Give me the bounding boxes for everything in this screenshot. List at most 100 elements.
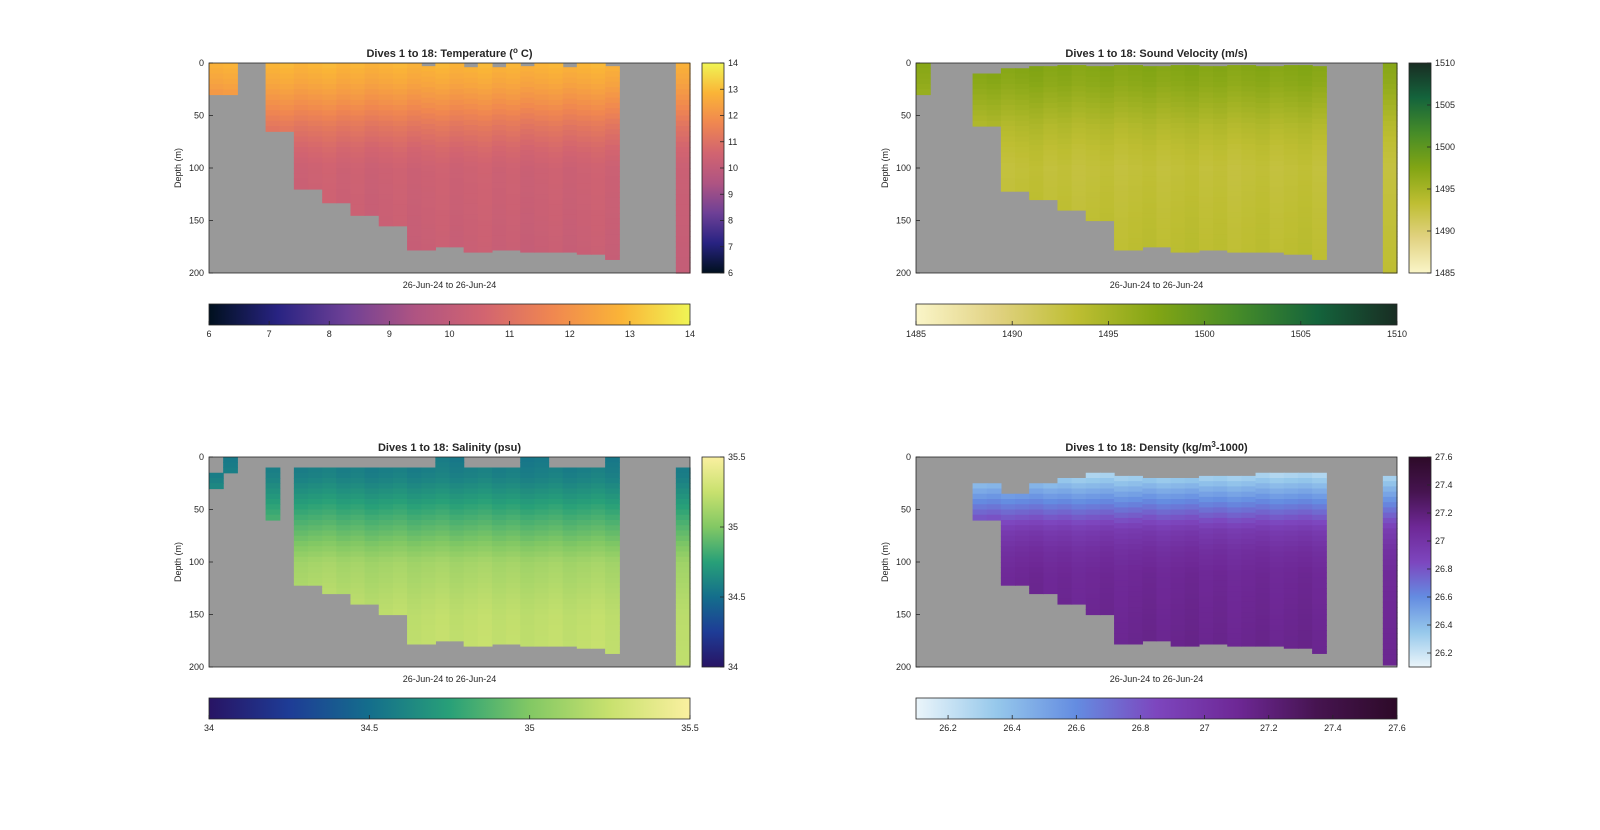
heatmap-cell: [449, 204, 465, 211]
heatmap-cell: [1255, 577, 1271, 584]
heatmap-cell: [421, 134, 436, 141]
heatmap-cell: [675, 630, 691, 637]
heatmap-cell: [1000, 572, 1016, 579]
heatmap-cell: [1184, 588, 1200, 595]
heatmap-cell: [1085, 165, 1101, 172]
heatmap-cell: [265, 120, 281, 127]
heatmap-cell: [1241, 96, 1257, 103]
heatmap-cell: [590, 199, 606, 206]
heatmap-cell: [350, 84, 366, 90]
heatmap-cell: [1085, 541, 1101, 547]
heatmap-cell: [1043, 66, 1059, 72]
heatmap-cell: [534, 588, 550, 595]
heatmap-cell: [1156, 66, 1172, 72]
heatmap-cell: [1241, 212, 1257, 218]
heatmap-cell: [1283, 122, 1299, 129]
heatmap-cell: [463, 88, 479, 95]
heatmap-cell: [1184, 577, 1200, 584]
heatmap-cell: [265, 126, 281, 132]
heatmap-cell: [336, 183, 352, 190]
heatmap-cell: [364, 131, 380, 138]
heatmap-cell: [576, 225, 592, 232]
heatmap-cell: [1184, 520, 1200, 526]
heatmap-cell: [293, 99, 309, 106]
heatmap-cell: [209, 472, 224, 479]
heatmap-cell: [322, 562, 337, 568]
heatmap-cell: [209, 73, 224, 80]
heatmap-cell: [1269, 609, 1285, 616]
heatmap-cell: [1241, 565, 1257, 571]
heatmap-cell: [1000, 162, 1016, 169]
heatmap-cell: [1297, 493, 1313, 500]
heatmap-cell: [1184, 154, 1200, 161]
heatmap-cell: [1283, 646, 1299, 649]
heatmap-cell: [534, 246, 550, 253]
heatmap-cell: [435, 551, 451, 558]
heatmap-cell: [364, 73, 380, 80]
heatmap-cell: [421, 572, 436, 579]
heatmap-cell: [449, 63, 465, 69]
heatmap-cell: [1043, 535, 1059, 542]
heatmap-cell: [392, 105, 408, 111]
heatmap-cell: [407, 99, 422, 106]
heatmap-cell: [1297, 70, 1313, 77]
heatmap-cell: [1283, 535, 1299, 542]
heatmap-cell: [1099, 488, 1115, 495]
heatmap-cell: [1269, 108, 1285, 114]
heatmap-cell: [322, 63, 337, 69]
colorbar-tick-label: 12: [565, 329, 575, 339]
heatmap-cell: [364, 147, 380, 153]
heatmap-cell: [548, 604, 564, 610]
heatmap-cell: [350, 530, 366, 537]
heatmap-cell: [1085, 572, 1101, 579]
heatmap-cell: [322, 105, 337, 111]
heatmap-cell: [364, 173, 380, 180]
heatmap-cell: [421, 239, 436, 246]
heatmap-cell: [548, 630, 564, 637]
heatmap-cell: [392, 530, 408, 537]
heatmap-cell: [1000, 126, 1016, 132]
heatmap-cell: [1043, 546, 1059, 553]
heatmap-cell: [407, 63, 422, 69]
heatmap-cell: [308, 499, 323, 505]
heatmap-cell: [1241, 517, 1257, 524]
heatmap-cell: [675, 63, 691, 69]
heatmap-cell: [265, 493, 281, 500]
heatmap-cell: [1184, 91, 1200, 98]
heatmap-cell: [1227, 523, 1242, 529]
heatmap-cell: [576, 551, 592, 558]
heatmap-cell: [1184, 562, 1200, 568]
heatmap-cell: [1255, 635, 1271, 642]
heatmap-cell: [1114, 559, 1129, 566]
heatmap-cell: [534, 635, 550, 642]
heatmap-cell: [605, 71, 620, 78]
heatmap-cell: [1198, 591, 1214, 598]
heatmap-cell: [392, 136, 408, 143]
heatmap-cell: [1142, 176, 1158, 183]
heatmap-cell: [1198, 181, 1214, 188]
heatmap-cell: [562, 488, 578, 495]
chart-title: Dives 1 to 18: Temperature (o C): [366, 46, 532, 60]
y-tick-label: 200: [189, 268, 204, 278]
heatmap-cell: [293, 63, 309, 69]
heatmap-cell: [1297, 243, 1313, 250]
heatmap-cell: [1241, 175, 1257, 182]
heatmap-cell: [1114, 212, 1129, 218]
heatmap-cell: [1156, 530, 1172, 537]
heatmap-cell: [1283, 164, 1299, 171]
heatmap-cell: [1029, 150, 1044, 156]
heatmap-cell: [1114, 65, 1129, 71]
heatmap-cell: [449, 220, 465, 227]
heatmap-cell: [336, 68, 352, 75]
heatmap-cell: [392, 141, 408, 148]
heatmap-cell: [506, 472, 521, 479]
heatmap-cell: [1184, 222, 1200, 229]
heatmap-cell: [562, 551, 578, 558]
heatmap-cell: [506, 189, 521, 195]
heatmap-cell: [1142, 223, 1158, 230]
heatmap-cell: [675, 241, 691, 248]
heatmap-cell: [1382, 220, 1398, 227]
heatmap-cell: [1283, 175, 1299, 182]
heatmap-cell: [1043, 541, 1059, 547]
heatmap-cell: [1297, 630, 1313, 637]
